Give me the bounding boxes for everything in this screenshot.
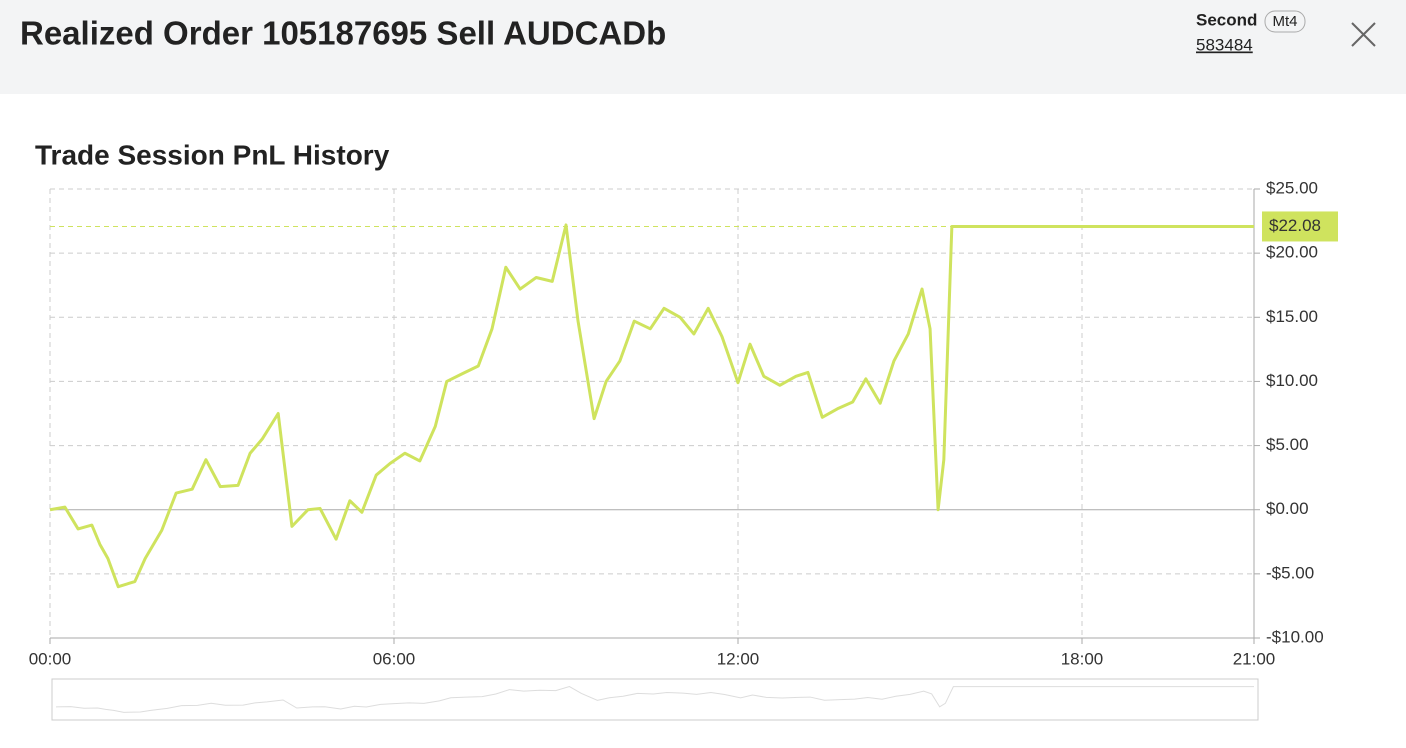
x-tick-label: 00:00 <box>29 649 72 668</box>
y-tick-label: $15.00 <box>1266 307 1318 326</box>
chart-title: Trade Session PnL History <box>35 139 390 170</box>
y-tick-label: $20.00 <box>1266 243 1318 262</box>
header-bar <box>0 0 1406 94</box>
x-tick-label: 18:00 <box>1061 649 1104 668</box>
x-tick-label: 12:00 <box>717 649 760 668</box>
x-tick-label: 06:00 <box>373 649 416 668</box>
platform-badge <box>1264 10 1306 33</box>
x-tick-label: 21:00 <box>1233 649 1276 668</box>
last-value-label: $22.08 <box>1269 216 1321 235</box>
y-tick-label: $0.00 <box>1266 499 1309 518</box>
pnl-line <box>49 223 1254 589</box>
account-type: Second <box>1196 10 1257 29</box>
y-tick-label: -$10.00 <box>1266 627 1324 646</box>
y-tick-label: -$5.00 <box>1266 563 1314 582</box>
y-tick-label: $25.00 <box>1266 178 1318 197</box>
navigator-line <box>55 686 1254 713</box>
platform: Mt4 <box>1272 13 1297 30</box>
modal-title: Realized Order 105187695 Sell AUDCADb <box>20 15 666 52</box>
last-value-box <box>1262 211 1338 242</box>
y-tick-label: $5.00 <box>1266 435 1309 454</box>
y-tick-label: $10.00 <box>1266 371 1318 390</box>
account-number[interactable]: 583484 <box>1196 35 1253 54</box>
close-button[interactable] <box>1351 22 1376 47</box>
navigator <box>51 678 1259 721</box>
